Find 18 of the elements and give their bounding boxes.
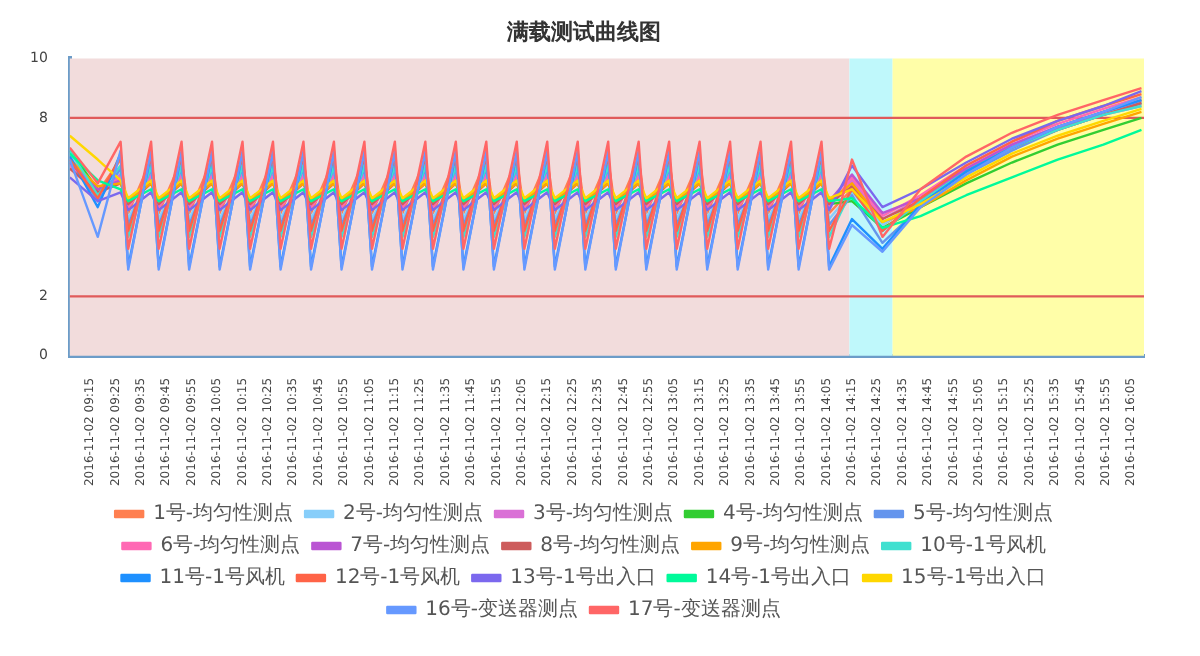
legend-label: 7号-均匀性测点 <box>350 533 491 558</box>
legend-label: 5号-均匀性测点 <box>912 501 1053 526</box>
legend-label: 14号-1号出入口 <box>705 565 852 590</box>
legend-label: 10号-1号风机 <box>920 533 1046 558</box>
legend-label: 15号-1号出入口 <box>901 565 1047 590</box>
legend-label: 6号-均匀性测点 <box>160 533 301 558</box>
legend-label: 13号-1号出入口 <box>510 565 656 590</box>
legend-label: 16号-变送器测点 <box>425 597 579 622</box>
legend-label: 3号-均匀性测点 <box>533 501 673 526</box>
legend-label: 12号-1号风机 <box>334 565 461 590</box>
legend-label: 4号-均匀性测点 <box>722 501 863 526</box>
legend-label: 9号-均匀性测点 <box>730 533 871 558</box>
legend-label: 8号-均匀性测点 <box>540 533 681 558</box>
chart-title: 满载测试曲线图 <box>505 18 661 45</box>
legend-label: 17号-变送器测点 <box>628 597 781 622</box>
legend-label: 2号-均匀性测点 <box>343 501 484 526</box>
legend-label: 1号-均匀性测点 <box>153 501 294 526</box>
legend-label: 11号-1号风机 <box>159 565 285 590</box>
